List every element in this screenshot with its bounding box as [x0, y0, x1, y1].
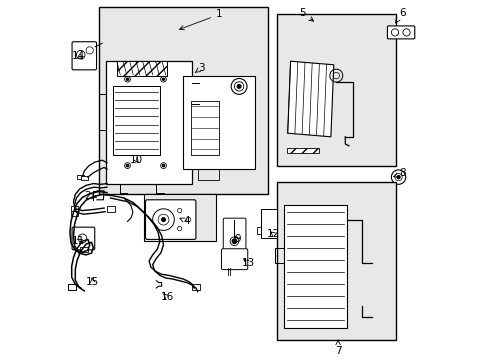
Bar	[80, 247, 87, 252]
Text: 13: 13	[241, 258, 254, 268]
Text: 5: 5	[298, 8, 313, 21]
FancyBboxPatch shape	[386, 26, 414, 39]
Bar	[143, 194, 215, 241]
Text: 15: 15	[86, 276, 99, 287]
Text: 1: 1	[179, 9, 222, 30]
Bar	[113, 86, 160, 155]
Bar	[192, 284, 200, 290]
Bar	[260, 209, 276, 238]
Circle shape	[162, 78, 164, 80]
Circle shape	[237, 85, 241, 88]
Bar	[77, 175, 83, 179]
Text: 11: 11	[72, 236, 85, 246]
FancyBboxPatch shape	[99, 7, 267, 194]
Circle shape	[162, 218, 165, 221]
Bar	[286, 148, 319, 153]
Circle shape	[396, 176, 399, 179]
Bar	[276, 14, 395, 166]
Bar	[71, 206, 78, 211]
Bar	[107, 206, 115, 212]
Text: 7: 7	[334, 340, 341, 356]
FancyBboxPatch shape	[223, 218, 245, 250]
Text: 3: 3	[195, 63, 204, 73]
Bar	[183, 76, 255, 169]
Text: 2: 2	[84, 191, 97, 201]
Text: 8: 8	[393, 168, 406, 178]
Bar	[71, 211, 78, 216]
Text: 6: 6	[395, 8, 406, 23]
FancyBboxPatch shape	[72, 227, 95, 250]
Bar	[117, 61, 167, 76]
Text: 4: 4	[180, 216, 190, 226]
Bar	[68, 284, 76, 290]
Text: 12: 12	[266, 229, 279, 239]
Bar	[81, 176, 87, 180]
Text: 9: 9	[234, 234, 240, 244]
Text: 14: 14	[72, 51, 85, 61]
Circle shape	[126, 165, 128, 167]
Bar	[276, 182, 395, 340]
Circle shape	[126, 78, 128, 80]
Bar	[106, 61, 192, 184]
Text: 16: 16	[160, 292, 173, 302]
Polygon shape	[287, 61, 333, 137]
Circle shape	[232, 239, 236, 243]
FancyBboxPatch shape	[72, 42, 96, 70]
Bar	[284, 205, 346, 328]
Bar	[190, 101, 219, 155]
FancyBboxPatch shape	[221, 249, 247, 270]
Circle shape	[162, 165, 164, 167]
FancyBboxPatch shape	[145, 200, 196, 239]
Text: 10: 10	[130, 155, 143, 165]
